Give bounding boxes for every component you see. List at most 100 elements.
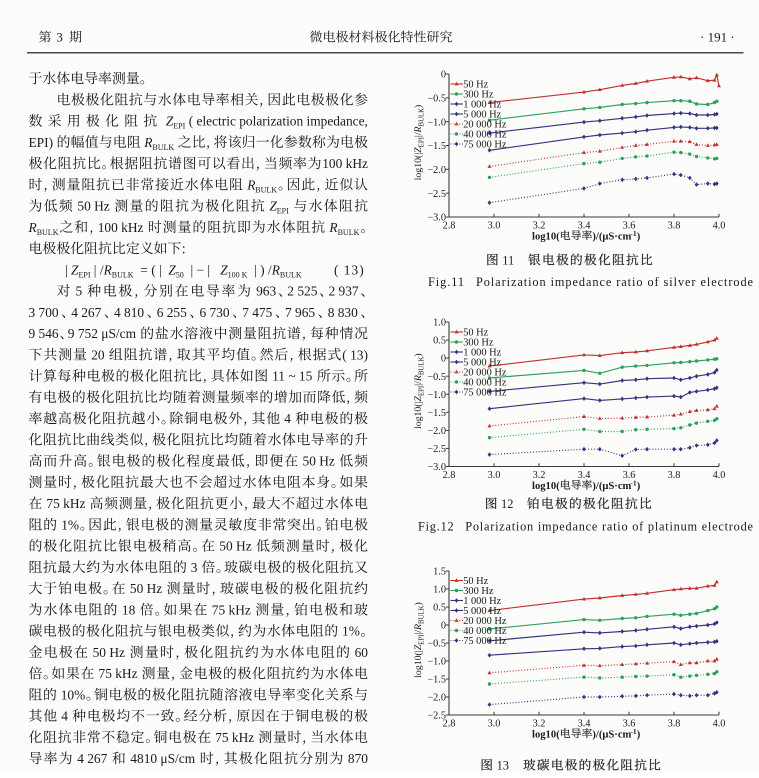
- svg-text:BULK: BULK: [338, 228, 360, 237]
- svg-text:3.2: 3.2: [533, 718, 546, 729]
- svg-text:3: 3: [57, 31, 63, 45]
- svg-text:BULK: BULK: [37, 228, 59, 237]
- svg-text:75 000 Hz: 75 000 Hz: [463, 636, 507, 647]
- svg-text:−1.0: −1.0: [427, 390, 446, 401]
- svg-text:BULK: BULK: [255, 185, 277, 194]
- svg-text:1.5: 1.5: [433, 567, 446, 578]
- svg-text:−2.0: −2.0: [427, 426, 446, 437]
- svg-text:50: 50: [176, 270, 184, 279]
- svg-text:)/(μS·cm: )/(μS·cm: [592, 231, 631, 242]
- svg-text:3.4: 3.4: [578, 718, 591, 729]
- svg-text:−0.5: −0.5: [427, 93, 446, 104]
- svg-text:50 Hz: 50 Hz: [303, 454, 335, 469]
- svg-text:-1: -1: [630, 229, 636, 238]
- svg-text:5 000 Hz: 5 000 Hz: [463, 358, 501, 369]
- svg-text:40 000 Hz: 40 000 Hz: [463, 626, 507, 637]
- svg-text:BULK: BULK: [112, 270, 134, 279]
- svg-text:50 Hz: 50 Hz: [463, 80, 488, 91]
- svg-text:2 937: 2 937: [329, 284, 359, 299]
- svg-text:963: 963: [256, 284, 276, 299]
- svg-text:75 000 Hz: 75 000 Hz: [463, 140, 507, 151]
- svg-text:3.8: 3.8: [668, 718, 681, 729]
- svg-text:): ): [637, 231, 641, 242]
- svg-text:13: 13: [497, 759, 509, 773]
- svg-text:1 000 Hz: 1 000 Hz: [463, 348, 501, 359]
- svg-text:2.8: 2.8: [443, 470, 456, 481]
- svg-text:50 Hz: 50 Hz: [93, 645, 125, 660]
- svg-text:R: R: [246, 177, 255, 192]
- svg-text:−2.5: −2.5: [427, 189, 446, 200]
- svg-text:0: 0: [441, 70, 446, 81]
- svg-text:1%: 1%: [61, 518, 79, 533]
- svg-text:4.0: 4.0: [713, 220, 726, 231]
- svg-text:−1.0: −1.0: [427, 117, 446, 128]
- svg-text:log10(: log10(: [532, 231, 560, 242]
- svg-text:2.8: 2.8: [443, 220, 456, 231]
- svg-text:0: 0: [441, 354, 446, 365]
- svg-text:Fig.11 Polarization impedance: Fig.11 Polarization impedance ratio of s…: [428, 275, 754, 289]
- svg-text:−2.5: −2.5: [427, 444, 446, 455]
- svg-text:R: R: [143, 135, 152, 150]
- svg-text:): ): [637, 729, 641, 740]
- svg-text:= ( |: = ( |: [140, 262, 161, 277]
- svg-text:BULK: BULK: [280, 270, 302, 279]
- svg-text:BULK: BULK: [152, 143, 174, 152]
- svg-text:870: 870: [348, 751, 368, 766]
- svg-text:1 000 Hz: 1 000 Hz: [463, 596, 501, 607]
- svg-text:log10(: log10(: [532, 481, 560, 492]
- svg-text:3.8: 3.8: [668, 220, 681, 231]
- svg-text:4810 μS/cm: 4810 μS/cm: [130, 751, 195, 766]
- svg-text:1.0: 1.0: [433, 318, 446, 329]
- svg-text:20 000 Hz: 20 000 Hz: [463, 368, 507, 379]
- svg-text:3.2: 3.2: [533, 470, 546, 481]
- svg-text:−3.0: −3.0: [427, 213, 446, 224]
- svg-text:6 730: 6 730: [200, 305, 230, 320]
- svg-text:4.0: 4.0: [713, 718, 726, 729]
- svg-text:log10(: log10(: [532, 729, 560, 740]
- svg-text:)/(μS·cm: )/(μS·cm: [592, 481, 631, 492]
- svg-text:100 kHz: 100 kHz: [322, 156, 368, 171]
- svg-text:3.6: 3.6: [623, 470, 636, 481]
- svg-text:| /: | /: [94, 262, 104, 277]
- svg-text:3 700: 3 700: [29, 305, 59, 320]
- svg-text:2 525: 2 525: [287, 284, 317, 299]
- svg-text:|: |: [65, 262, 68, 277]
- svg-text:0.5: 0.5: [433, 336, 446, 347]
- svg-text:300 Hz: 300 Hz: [463, 90, 494, 101]
- svg-text:4: 4: [61, 709, 68, 724]
- svg-text:18: 18: [122, 603, 136, 618]
- svg-text:5 000 Hz: 5 000 Hz: [463, 606, 501, 617]
- svg-text:)/(μS·cm: )/(μS·cm: [592, 729, 631, 740]
- svg-text:-1: -1: [630, 478, 636, 487]
- svg-text:3.4: 3.4: [578, 220, 591, 231]
- svg-text:100 K: 100 K: [228, 270, 248, 279]
- svg-text:50 Hz: 50 Hz: [463, 576, 488, 587]
- svg-text:5: 5: [76, 284, 83, 299]
- svg-text:3: 3: [191, 560, 198, 575]
- svg-text:1 000 Hz: 1 000 Hz: [463, 100, 501, 111]
- svg-text:EPI: EPI: [173, 122, 185, 131]
- svg-text:0: 0: [441, 621, 446, 632]
- svg-text:7 965: 7 965: [285, 305, 315, 320]
- svg-text:1.0: 1.0: [433, 585, 446, 596]
- svg-text:4 267: 4 267: [77, 751, 107, 766]
- svg-text:R: R: [271, 262, 280, 277]
- svg-text:· 191 ·: · 191 ·: [700, 30, 735, 45]
- svg-text:4.0: 4.0: [713, 470, 726, 481]
- svg-text:EPI: EPI: [277, 207, 289, 216]
- svg-text:60: 60: [355, 645, 369, 660]
- svg-text:−0.5: −0.5: [427, 639, 446, 650]
- svg-text:| ) /: | ) /: [254, 262, 272, 277]
- svg-text:50 Hz: 50 Hz: [463, 328, 488, 339]
- svg-text:11: 11: [502, 253, 514, 267]
- svg-text:−2.0: −2.0: [427, 693, 446, 704]
- svg-text:8 830: 8 830: [328, 305, 358, 320]
- svg-text:12: 12: [501, 497, 513, 511]
- svg-text:75 kHz: 75 kHz: [212, 603, 251, 618]
- svg-text:6 255: 6 255: [157, 305, 187, 320]
- svg-text:7 475: 7 475: [242, 305, 272, 320]
- svg-text:−3.0: −3.0: [427, 462, 446, 473]
- svg-text:-1: -1: [630, 727, 636, 736]
- svg-text:3.4: 3.4: [578, 470, 591, 481]
- svg-text:| − |: | − |: [191, 262, 211, 277]
